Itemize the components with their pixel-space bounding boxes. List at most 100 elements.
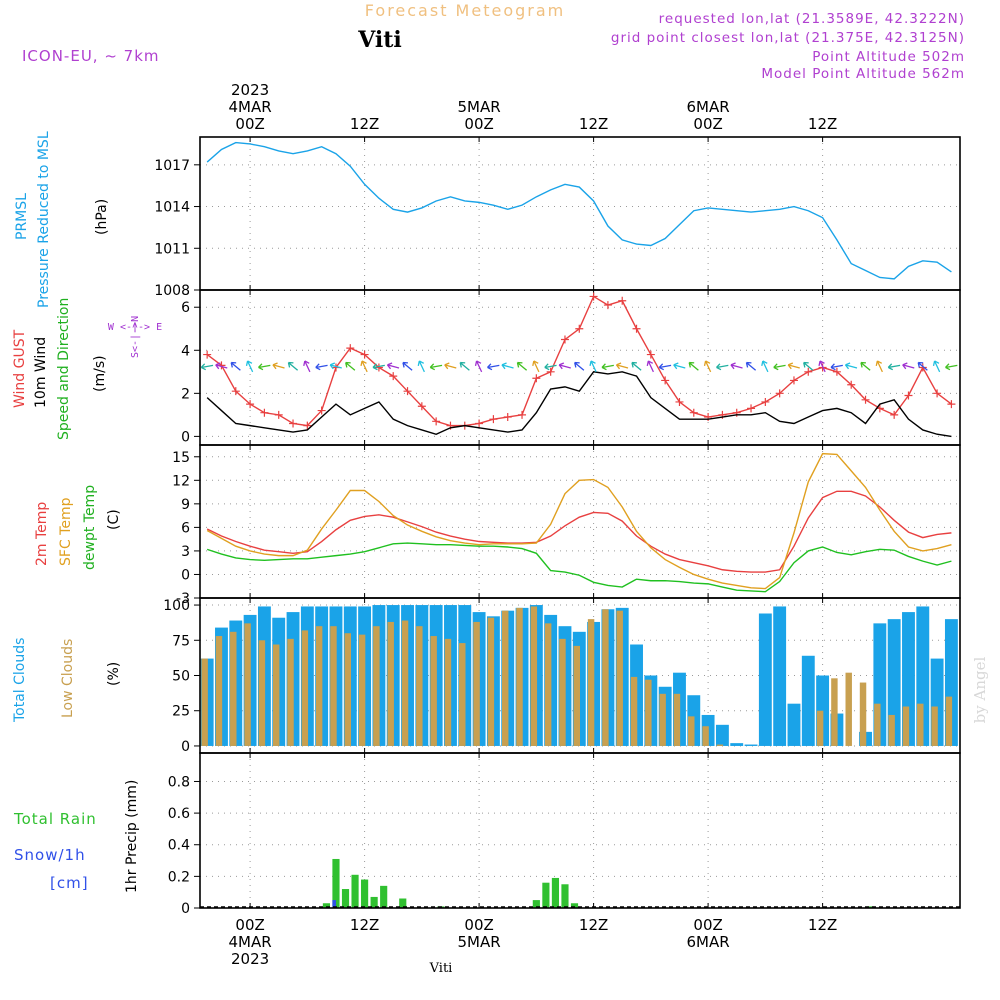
station-name: Viti [357,27,402,53]
rain-bar [341,889,350,908]
wind-arrow [917,361,928,371]
low-cloud-bar [702,726,709,746]
gust-marker [689,408,698,417]
y-tick-label: 0 [181,429,190,445]
low-cloud-bar [516,607,523,746]
bottom-time-label: 6MAR [687,933,730,951]
low-cloud-bar [487,617,495,746]
low-cloud-bar [630,676,638,746]
panel-frame [199,752,961,909]
low-cloud-bar [330,626,337,746]
gust-marker [661,376,670,385]
wind-arrow [902,362,915,370]
low-cloud-bar [602,609,609,746]
wind-arrow [315,363,328,371]
wind-arrow [887,363,901,371]
y-tick-label: 0 [181,901,190,917]
y-tick-label: 2 [181,386,190,402]
low-cloud-bar [902,706,910,746]
wind-arrow [487,363,500,371]
y-tick-label: 12 [172,473,190,489]
wind-arrow [501,362,514,370]
gust-marker [403,387,412,396]
low-cloud-bar [272,644,280,746]
low-cloud-bar [344,633,351,746]
wind-arrow [558,362,571,370]
top-time-label: 5MAR [458,98,501,116]
y-tick-label: 1008 [154,283,190,299]
wind-arrow [459,361,470,371]
gust-marker [246,400,255,409]
gust-marker [231,387,240,396]
sfc-label: SFC Temp [58,497,74,566]
gust-marker [432,417,441,426]
wind-arrow [360,360,368,373]
total-cloud-bar [744,744,758,746]
low-cloud-bar [673,693,681,746]
low-cloud-bar [373,626,380,746]
wind-arrow [287,361,299,371]
wind-arrow [444,362,457,370]
model-altitude: Model Point Altitude 562m [761,66,965,82]
credit-watermark: by Angel [971,656,989,723]
low-cloud-bar [888,714,895,746]
precip-labels: Total Rain Snow/1h [cm] 1hr Precip (mm) [13,780,140,893]
y-tick-label: 0.4 [168,838,190,854]
gridpoint-location: grid point closest lon,lat (21.375E, 42.… [611,30,965,46]
low-cloud-bar [816,710,824,746]
low-cloud-bar [287,638,294,746]
low-cloud-bar [716,744,724,746]
series-line [206,141,952,280]
snow-bar [332,900,336,908]
wind-arrow [830,363,843,371]
gust-marker [747,404,756,413]
gust-marker [904,391,913,400]
wind-arrow [803,361,814,371]
gust-marker [918,363,927,372]
wind-arrow [429,363,443,371]
total-cloud-bar [787,703,801,746]
top-time-label: 12Z [808,115,837,133]
y-tick-label: 9 [181,497,190,513]
wind-arrow [601,363,614,371]
gust-marker [260,408,269,417]
low-clouds-label: Low Clouds [60,639,76,718]
low-cloud-bar [315,626,323,746]
rain-bar [370,896,378,908]
chart-title: Forecast Meteogram [365,1,565,20]
gust-marker [804,367,813,376]
low-cloud-bar [931,706,938,746]
wind-label: 10m Wind [33,337,49,408]
y-tick-label: 50 [172,669,190,685]
low-cloud-bar [845,672,852,746]
y-tick-label: 4 [181,343,190,359]
low-cloud-bar [459,643,466,746]
gust-marker [518,410,527,419]
bottom-time-label: 5MAR [458,933,501,951]
total-cloud-bar [730,743,744,746]
wind-arrow [761,360,769,373]
wind-arrow [532,360,540,373]
low-cloud-bar [301,630,309,746]
series-line [206,371,952,438]
rain-bar [322,903,331,908]
wind-arrow [303,360,311,373]
low-cloud-bar [358,634,366,746]
bottom-time-label: 12Z [350,916,379,934]
pressure-labels: PRMSL Pressure Reduced to MSL (hPa) [14,131,110,308]
y-tick-label: 1017 [154,158,190,174]
gust-marker [303,421,312,430]
low-cloud-bar [917,703,924,746]
total-cloud-bar [758,613,772,746]
t2m-label: 2m Temp [34,502,50,566]
rain-bar [551,877,560,908]
wind-arrow [417,360,425,373]
bottom-time-label: 00Z [464,916,493,934]
total-cloud-bar [773,606,787,746]
wind-arrow [745,361,757,371]
wind-arrow [730,362,743,370]
gust-marker [789,376,798,385]
y-tick-label: 1011 [154,241,190,257]
